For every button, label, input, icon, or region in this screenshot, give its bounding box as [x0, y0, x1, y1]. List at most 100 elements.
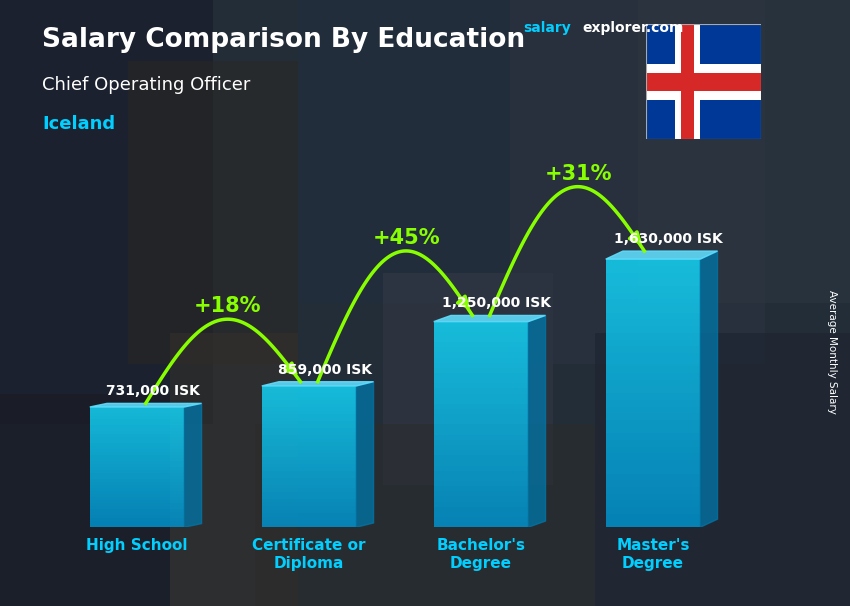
- Text: Average Monthly Salary: Average Monthly Salary: [827, 290, 837, 413]
- Bar: [262, 517, 356, 520]
- Bar: [434, 440, 529, 445]
- Bar: [255, 424, 595, 606]
- Bar: [262, 432, 356, 435]
- Bar: [434, 419, 529, 424]
- Bar: [434, 368, 529, 373]
- Bar: [90, 518, 184, 521]
- Bar: [434, 383, 529, 388]
- Bar: [606, 279, 700, 286]
- Bar: [382, 273, 552, 485]
- Text: 859,000 ISK: 859,000 ISK: [278, 362, 371, 376]
- Bar: [434, 496, 529, 502]
- Bar: [262, 439, 356, 442]
- Bar: [434, 378, 529, 384]
- Bar: [262, 510, 356, 513]
- Bar: [606, 453, 700, 460]
- Bar: [606, 474, 700, 481]
- Polygon shape: [434, 316, 546, 322]
- Bar: [0, 394, 170, 606]
- Bar: [606, 481, 700, 487]
- Bar: [262, 471, 356, 474]
- Bar: [262, 450, 356, 453]
- Bar: [606, 507, 700, 514]
- Bar: [606, 266, 700, 273]
- Bar: [90, 488, 184, 491]
- Bar: [434, 414, 529, 419]
- Bar: [606, 433, 700, 440]
- Text: Iceland: Iceland: [42, 115, 116, 133]
- Bar: [90, 437, 184, 440]
- Bar: [434, 424, 529, 430]
- Bar: [434, 465, 529, 471]
- Bar: [434, 409, 529, 414]
- Bar: [434, 491, 529, 496]
- Bar: [90, 467, 184, 470]
- Text: 1,630,000 ISK: 1,630,000 ISK: [614, 232, 722, 246]
- Bar: [90, 428, 184, 431]
- Bar: [606, 373, 700, 380]
- Text: +31%: +31%: [544, 164, 612, 184]
- Bar: [90, 491, 184, 494]
- Bar: [434, 358, 529, 363]
- Bar: [262, 421, 356, 425]
- Bar: [606, 447, 700, 453]
- Polygon shape: [184, 404, 201, 527]
- Bar: [262, 456, 356, 460]
- Bar: [90, 500, 184, 503]
- Text: salary: salary: [523, 21, 570, 35]
- Bar: [434, 502, 529, 507]
- Bar: [262, 524, 356, 527]
- Bar: [90, 434, 184, 437]
- Bar: [646, 73, 761, 91]
- Polygon shape: [262, 382, 373, 386]
- Bar: [434, 353, 529, 358]
- Bar: [606, 313, 700, 319]
- Bar: [606, 319, 700, 326]
- Bar: [434, 337, 529, 342]
- Bar: [606, 259, 700, 266]
- Bar: [262, 506, 356, 510]
- Text: +18%: +18%: [194, 296, 262, 316]
- Bar: [262, 520, 356, 524]
- Bar: [262, 390, 356, 393]
- Bar: [90, 458, 184, 461]
- Bar: [434, 342, 529, 347]
- Bar: [90, 464, 184, 467]
- Bar: [90, 416, 184, 419]
- Bar: [434, 363, 529, 368]
- Bar: [434, 507, 529, 512]
- Bar: [90, 524, 184, 527]
- Bar: [262, 453, 356, 456]
- Bar: [262, 428, 356, 432]
- Bar: [90, 419, 184, 422]
- Text: explorer.com: explorer.com: [582, 21, 683, 35]
- Bar: [606, 400, 700, 407]
- Bar: [434, 388, 529, 393]
- Bar: [606, 460, 700, 467]
- Bar: [434, 393, 529, 399]
- Bar: [90, 509, 184, 512]
- Bar: [0, 0, 212, 424]
- Bar: [606, 339, 700, 346]
- Bar: [90, 485, 184, 488]
- Bar: [90, 479, 184, 482]
- Bar: [606, 380, 700, 387]
- Bar: [606, 346, 700, 353]
- Bar: [606, 427, 700, 433]
- Bar: [606, 286, 700, 293]
- Bar: [298, 0, 510, 303]
- Bar: [262, 464, 356, 467]
- Text: +45%: +45%: [372, 228, 440, 248]
- Bar: [606, 306, 700, 313]
- Bar: [434, 471, 529, 476]
- Bar: [606, 440, 700, 447]
- Bar: [90, 410, 184, 413]
- Bar: [434, 435, 529, 440]
- Bar: [606, 393, 700, 400]
- Bar: [434, 522, 529, 527]
- Bar: [90, 515, 184, 518]
- Bar: [262, 407, 356, 411]
- Bar: [262, 485, 356, 488]
- Bar: [262, 488, 356, 492]
- Bar: [434, 461, 529, 465]
